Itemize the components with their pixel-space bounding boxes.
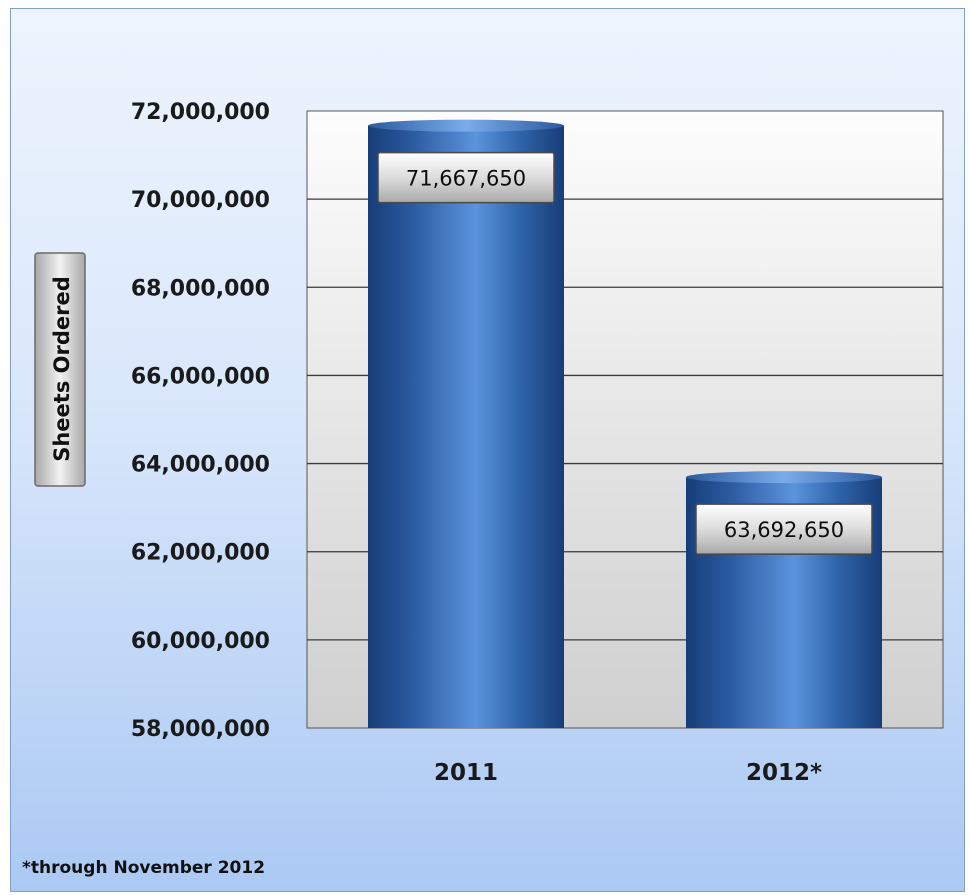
y-tick-label: 60,000,000: [131, 629, 270, 654]
y-tick-label: 62,000,000: [131, 541, 270, 566]
data-label: 71,667,650: [377, 151, 555, 204]
y-tick-label: 66,000,000: [131, 364, 270, 389]
bar-cap: [686, 471, 882, 484]
data-label-text: 71,667,650: [406, 167, 526, 191]
bar-2011: [368, 119, 564, 728]
y-axis-label-text: Sheets Ordered: [50, 276, 74, 462]
y-tick-label: 70,000,000: [131, 188, 270, 213]
y-axis-tick-labels: 58,000,000 60,000,000 62,000,000 64,000,000…: [131, 100, 270, 742]
y-tick-label: 72,000,000: [131, 100, 270, 125]
x-axis-category-labels: 2011 2012*: [434, 760, 822, 786]
data-label: 63,692,650: [695, 503, 873, 555]
data-label-box: [377, 151, 555, 204]
bar-cap: [368, 119, 564, 132]
y-tick-label: 68,000,000: [131, 276, 270, 301]
data-label-text: 63,692,650: [724, 518, 844, 542]
data-label-box: [695, 503, 873, 555]
y-tick-label: 64,000,000: [131, 453, 270, 478]
data-labels: 71,667,650 63,692,650: [377, 151, 873, 555]
y-axis-label: Sheets Ordered: [34, 252, 86, 487]
x-category-label: 2011: [434, 760, 498, 786]
bar-body: [368, 125, 564, 728]
x-category-label: 2012*: [746, 760, 822, 786]
footnote: *through November 2012: [22, 858, 265, 878]
y-tick-label: 58,000,000: [131, 717, 270, 742]
